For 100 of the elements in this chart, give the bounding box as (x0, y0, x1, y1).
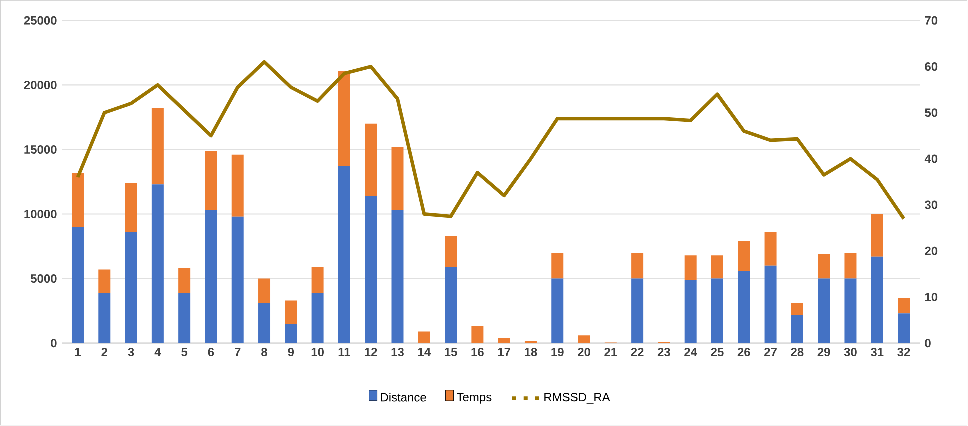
bar (898, 314, 910, 344)
bar (472, 326, 484, 344)
x-tick-label: 21 (604, 348, 618, 356)
bar (232, 154, 244, 217)
x-tick-label: 4 (154, 348, 162, 356)
bar (552, 278, 564, 344)
bar (365, 196, 378, 344)
bar (844, 278, 857, 344)
x-tick-label: 24 (684, 348, 698, 356)
x-tick-label: 31 (870, 348, 884, 357)
y2-tick-label: 70 (925, 16, 938, 25)
bar (498, 338, 510, 344)
bar (711, 278, 724, 344)
x-tick-label: 20 (578, 348, 590, 357)
bar (898, 298, 910, 314)
bar (392, 210, 404, 344)
bar (445, 267, 458, 344)
x-tick-label: 30 (844, 348, 857, 357)
y-tick-label: 10000 (24, 210, 57, 219)
x-tick-label: 11 (338, 348, 350, 356)
y2-tick-label: 20 (925, 246, 938, 256)
x-tick-label: 15 (445, 348, 458, 356)
y2-tick-label: 10 (925, 292, 938, 302)
x-tick-label: 5 (182, 348, 188, 356)
x-tick-label: 8 (262, 348, 268, 357)
legend-label: Temps (457, 393, 492, 404)
x-tick-label: 18 (525, 348, 538, 357)
y2-tick-label: 30 (924, 200, 938, 210)
bar (738, 241, 750, 272)
x-tick-label: 14 (418, 348, 431, 356)
bar (632, 278, 644, 344)
x-tick-label: 26 (738, 348, 750, 357)
bar (72, 227, 84, 344)
bar (445, 236, 458, 268)
bar (285, 300, 298, 324)
bar (844, 252, 857, 279)
x-tick-label: 17 (498, 348, 510, 356)
bar (578, 336, 590, 344)
bar (338, 166, 350, 344)
x-tick-label: 23 (658, 348, 670, 357)
x-tick-label: 1 (75, 348, 81, 356)
bar (125, 183, 138, 232)
bar (764, 232, 777, 266)
bar (818, 278, 830, 344)
bar (684, 256, 697, 280)
bar (684, 280, 697, 344)
bar (365, 124, 378, 196)
bar (178, 268, 191, 293)
y2-tick-label: 60 (925, 62, 938, 72)
bar (791, 303, 804, 315)
bar (258, 278, 271, 304)
x-tick-label: 27 (764, 348, 777, 356)
x-tick-label: 29 (818, 348, 830, 357)
x-tick-label: 7 (235, 348, 241, 356)
bar (871, 214, 884, 257)
bar (312, 293, 324, 344)
bar (205, 151, 218, 210)
bar (552, 252, 564, 279)
bar (738, 271, 750, 344)
bar (312, 267, 324, 293)
y-tick-label: 25000 (24, 16, 57, 25)
bar (72, 172, 84, 228)
y-tick-label: 5000 (30, 274, 57, 284)
bar (232, 216, 244, 344)
bar (418, 332, 430, 344)
bar (632, 252, 644, 279)
y-tick-label: 15000 (24, 145, 57, 154)
bar (711, 256, 724, 279)
bar (152, 108, 164, 185)
bar (258, 303, 271, 344)
x-tick-label: 2 (102, 348, 108, 356)
y-tick-label: 20000 (24, 80, 57, 90)
bar (871, 256, 884, 344)
x-tick-label: 6 (208, 348, 214, 357)
bar (98, 293, 111, 344)
bar (125, 232, 138, 344)
x-tick-label: 12 (365, 348, 378, 356)
bar (285, 324, 298, 344)
y-tick-label: 0 (51, 339, 57, 348)
x-tick-label: 13 (392, 348, 404, 357)
bar (764, 266, 777, 344)
y2-tick-label: 50 (925, 108, 938, 118)
x-tick-label: 32 (898, 348, 910, 357)
x-tick-label: 25 (711, 348, 724, 357)
bar (818, 254, 830, 279)
x-tick-label: 19 (552, 348, 564, 357)
y2-tick-label: 0 (925, 339, 931, 348)
bar (392, 147, 404, 210)
x-tick-label: 10 (312, 348, 324, 357)
y2-tick-label: 40 (924, 154, 938, 164)
bar (338, 71, 350, 167)
x-tick-label: 16 (472, 348, 484, 357)
bar (98, 270, 111, 293)
legend-label: RMSSD_RA (544, 393, 610, 404)
x-tick-label: 3 (128, 348, 134, 357)
x-tick-label: 22 (631, 348, 644, 356)
bar (178, 293, 191, 344)
bar (791, 314, 804, 344)
bar (152, 184, 164, 344)
x-tick-label: 9 (288, 348, 294, 357)
